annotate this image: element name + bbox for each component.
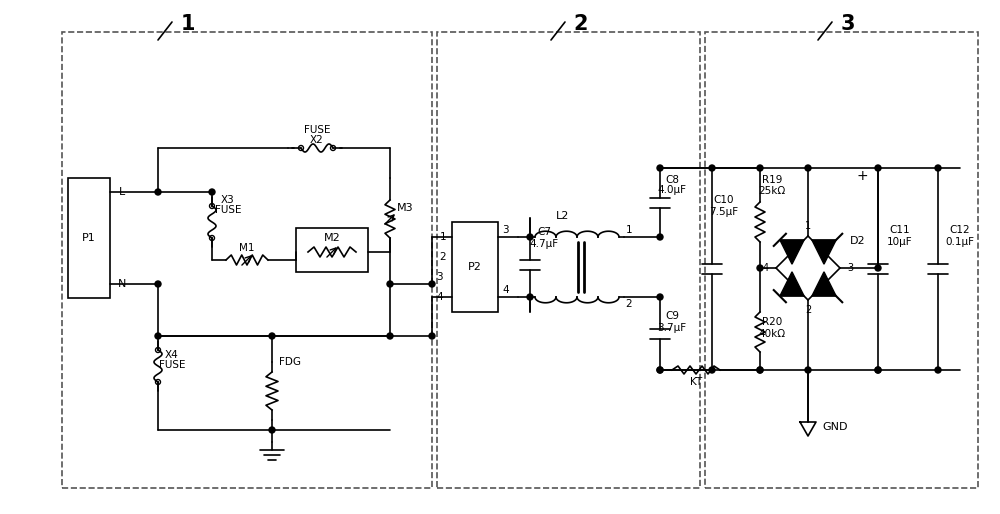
Circle shape [429, 281, 435, 287]
Text: C7: C7 [537, 227, 551, 237]
Circle shape [657, 367, 663, 373]
Circle shape [527, 294, 533, 300]
Text: C9: C9 [665, 311, 679, 321]
Text: 4: 4 [763, 263, 769, 273]
Text: P1: P1 [82, 233, 96, 243]
Circle shape [709, 367, 715, 373]
Text: +: + [856, 169, 868, 183]
Text: M3: M3 [397, 203, 413, 213]
Text: M1: M1 [239, 243, 255, 253]
Circle shape [875, 367, 881, 373]
Text: 10μF: 10μF [887, 237, 913, 247]
Text: X4: X4 [165, 350, 179, 360]
Polygon shape [780, 272, 804, 296]
Circle shape [657, 165, 663, 171]
Circle shape [757, 265, 763, 271]
Text: 0.1μF: 0.1μF [946, 237, 974, 247]
Circle shape [429, 333, 435, 339]
Text: 1: 1 [440, 232, 446, 242]
Text: R20: R20 [762, 317, 782, 327]
Circle shape [875, 165, 881, 171]
Polygon shape [812, 240, 836, 264]
Bar [452, 222, 498, 312]
Text: R19: R19 [762, 175, 782, 185]
Text: M2: M2 [324, 233, 340, 243]
Text: X2: X2 [310, 135, 324, 145]
Text: 1: 1 [626, 225, 632, 235]
Text: C8: C8 [665, 175, 679, 185]
Text: 4.0μF: 4.0μF [658, 185, 686, 195]
Text: 3: 3 [502, 225, 509, 235]
Text: 1: 1 [805, 221, 811, 231]
Circle shape [657, 294, 663, 300]
Circle shape [387, 281, 393, 287]
Circle shape [935, 367, 941, 373]
Circle shape [657, 367, 663, 373]
Bar [705, 32, 978, 488]
Text: FUSE: FUSE [304, 125, 330, 135]
Text: 3: 3 [841, 14, 855, 34]
Text: 4.7μF: 4.7μF [529, 239, 559, 249]
Text: 2: 2 [805, 305, 811, 315]
Text: FUSE: FUSE [215, 205, 241, 215]
Text: P2: P2 [468, 262, 482, 272]
Circle shape [209, 189, 215, 195]
Polygon shape [812, 272, 836, 296]
Circle shape [527, 234, 533, 240]
Text: C10: C10 [714, 195, 734, 205]
Circle shape [875, 367, 881, 373]
Circle shape [657, 234, 663, 240]
Circle shape [387, 333, 393, 339]
Circle shape [155, 333, 161, 339]
Text: KT: KT [690, 377, 702, 387]
Bar [437, 32, 700, 488]
Text: FUSE: FUSE [159, 360, 185, 370]
Bar [296, 228, 368, 272]
Text: 40kΩ: 40kΩ [758, 329, 786, 339]
Text: 7.5μF: 7.5μF [709, 207, 739, 217]
Circle shape [709, 165, 715, 171]
Text: 2: 2 [440, 252, 446, 262]
Text: GND: GND [822, 422, 848, 432]
Circle shape [269, 427, 275, 433]
Text: 25kΩ: 25kΩ [758, 186, 786, 196]
Circle shape [757, 367, 763, 373]
Polygon shape [780, 240, 804, 264]
Circle shape [757, 367, 763, 373]
Text: C11: C11 [890, 225, 910, 235]
Circle shape [805, 367, 811, 373]
Circle shape [935, 165, 941, 171]
Text: 1: 1 [181, 14, 195, 34]
Text: 4: 4 [436, 292, 443, 302]
Circle shape [155, 281, 161, 287]
Text: 2: 2 [626, 299, 632, 309]
Text: 3.7μF: 3.7μF [657, 323, 687, 333]
Bar [62, 32, 432, 488]
Circle shape [155, 189, 161, 195]
Text: 3: 3 [436, 272, 443, 282]
Text: FDG: FDG [279, 357, 301, 367]
Text: 3: 3 [847, 263, 853, 273]
Text: L2: L2 [556, 211, 570, 221]
Text: X3: X3 [221, 195, 235, 205]
Text: 4: 4 [502, 285, 509, 295]
Circle shape [875, 265, 881, 271]
Text: N: N [118, 279, 126, 289]
Text: 2: 2 [574, 14, 588, 34]
Text: D2: D2 [850, 236, 866, 246]
Text: L: L [119, 187, 125, 197]
Circle shape [805, 165, 811, 171]
Bar [68, 178, 110, 298]
Text: C12: C12 [950, 225, 970, 235]
Circle shape [757, 165, 763, 171]
Circle shape [269, 333, 275, 339]
